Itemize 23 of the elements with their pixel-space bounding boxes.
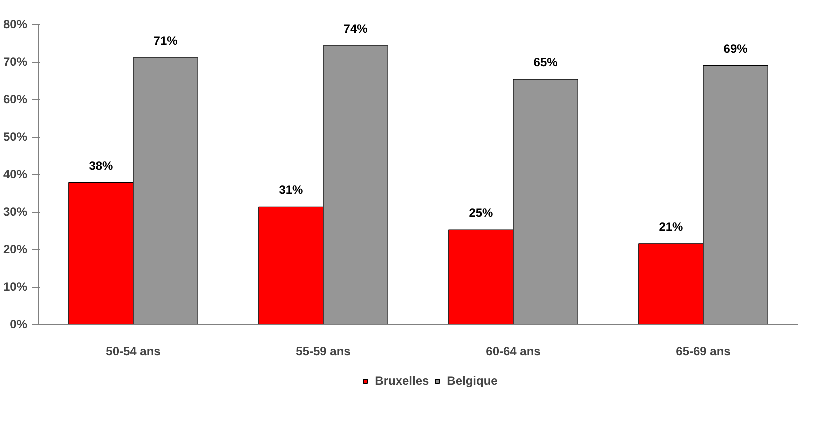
- x-tick-label: 60-64 ans: [486, 344, 542, 358]
- data-label: 25%: [469, 206, 494, 220]
- x-tick-label: 65-69 ans: [676, 344, 732, 358]
- data-label: 65%: [534, 56, 558, 70]
- y-tick-label: 0%: [10, 318, 28, 332]
- y-tick-label: 20%: [3, 242, 28, 256]
- data-label: 31%: [279, 183, 304, 198]
- data-label: 74%: [344, 22, 368, 36]
- legend-label: Bruxelles: [375, 374, 430, 388]
- y-tick-label: 80%: [3, 18, 28, 32]
- data-label: 69%: [724, 42, 748, 56]
- y-tick-label: 50%: [3, 130, 28, 144]
- x-tick-label: 50-54 ans: [106, 344, 162, 358]
- y-tick-label: 30%: [3, 205, 28, 219]
- y-tick-label: 40%: [3, 168, 28, 182]
- data-label: 38%: [89, 158, 114, 173]
- data-label: 21%: [659, 220, 684, 234]
- y-tick-label: 10%: [3, 280, 28, 294]
- y-tick-label: 60%: [3, 92, 28, 106]
- legend-label: Belgique: [447, 374, 498, 388]
- x-tick-label: 55-59 ans: [296, 344, 352, 358]
- data-label: 71%: [154, 34, 178, 48]
- y-tick-label: 70%: [3, 55, 28, 69]
